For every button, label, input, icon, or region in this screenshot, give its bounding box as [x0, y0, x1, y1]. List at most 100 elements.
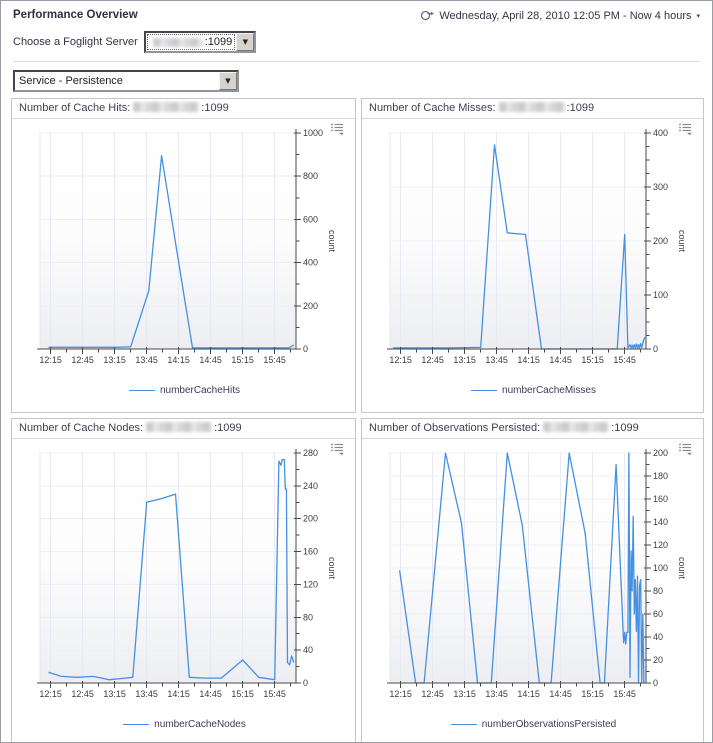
chart-menu-icon[interactable] — [330, 442, 345, 456]
legend-cache-misses: numberCacheMisses — [364, 385, 703, 396]
svg-text:14:45: 14:45 — [549, 355, 572, 365]
svg-text:12:15: 12:15 — [389, 689, 412, 699]
panel-title-text: Number of Cache Hits: — [19, 102, 131, 114]
svg-text:15:15: 15:15 — [581, 355, 604, 365]
legend-label: numberCacheNodes — [154, 719, 246, 730]
chart-menu-icon[interactable] — [678, 442, 693, 456]
svg-text:800: 800 — [303, 171, 318, 181]
svg-text:80: 80 — [653, 586, 663, 596]
dropdown-arrow-icon[interactable]: ▼ — [236, 33, 255, 51]
chart-area: 0 200 400 600 800 1000 12:15 12:45 13:15 13:45 14:… — [12, 119, 355, 396]
panel-cache-hits: Number of Cache Hits::1099 0 200 400 600 800… — [11, 98, 356, 413]
svg-text:200: 200 — [303, 301, 318, 311]
svg-text:15:15: 15:15 — [231, 689, 254, 699]
svg-text:400: 400 — [653, 128, 668, 138]
svg-text:120: 120 — [653, 540, 668, 550]
svg-text:count: count — [327, 557, 337, 580]
svg-text:14:15: 14:15 — [517, 355, 540, 365]
svg-text:300: 300 — [653, 182, 668, 192]
page-title: Performance Overview — [13, 9, 138, 21]
panel-title-text: Number of Cache Misses: — [369, 102, 496, 114]
panel-title-text: Number of Observations Persisted: — [369, 422, 541, 434]
legend-cache-hits: numberCacheHits — [14, 385, 355, 396]
svg-text:15:45: 15:45 — [613, 355, 636, 365]
svg-text:13:15: 13:15 — [453, 355, 476, 365]
svg-text:0: 0 — [303, 344, 308, 354]
svg-text:13:15: 13:15 — [103, 355, 126, 365]
svg-text:400: 400 — [303, 258, 318, 268]
svg-text:count: count — [677, 557, 687, 580]
time-range-text: Wednesday, April 28, 2010 12:05 PM - Now… — [439, 9, 692, 22]
svg-text:12:45: 12:45 — [71, 689, 94, 699]
svg-text:100: 100 — [653, 290, 668, 300]
svg-text:13:15: 13:15 — [103, 689, 126, 699]
service-selector-row: Service - Persistence ▼ — [13, 70, 700, 92]
time-range-control[interactable]: Wednesday, April 28, 2010 12:05 PM - Now… — [420, 9, 700, 22]
panel-cache-nodes: Number of Cache Nodes::1099 0 40 80 120 160 2… — [11, 418, 356, 742]
server-selector-row: Choose a Foglight Server :1099 ▼ — [13, 31, 700, 53]
svg-text:13:45: 13:45 — [485, 355, 508, 365]
dropdown-arrow-icon[interactable]: ▼ — [219, 72, 237, 90]
server-port: :1099 — [204, 36, 233, 48]
panel-title-text: Number of Cache Nodes: — [19, 422, 144, 434]
legend-label: numberCacheHits — [159, 385, 241, 396]
svg-text:12:45: 12:45 — [71, 355, 94, 365]
svg-text:200: 200 — [653, 236, 668, 246]
chart-canvas-cache-misses[interactable]: 0 100 200 300 400 12:15 12:45 13:15 13:45 14:15 14… — [364, 121, 700, 371]
svg-text:12:45: 12:45 — [421, 355, 444, 365]
server-port: :1099 — [566, 102, 595, 114]
svg-text:14:15: 14:15 — [167, 355, 190, 365]
server-name-redacted — [146, 422, 213, 432]
svg-text:160: 160 — [653, 494, 668, 504]
charts-grid: Number of Cache Hits::1099 0 200 400 600 800… — [11, 98, 704, 742]
service-combobox[interactable]: Service - Persistence ▼ — [13, 70, 239, 92]
server-combobox[interactable]: :1099 ▼ — [143, 31, 257, 53]
chart-canvas-cache-nodes[interactable]: 0 40 80 120 160 200 240 280 12:15 12:45 13:15 13:45… — [14, 441, 350, 705]
svg-text:40: 40 — [653, 632, 663, 642]
svg-text:13:15: 13:15 — [453, 689, 476, 699]
legend-label: numberObservationsPersisted — [481, 719, 617, 730]
legend-cache-nodes: numberCacheNodes — [14, 719, 355, 730]
chart-menu-icon[interactable] — [678, 122, 693, 136]
svg-text:0: 0 — [303, 678, 308, 688]
legend-observations-persisted: numberObservationsPersisted — [364, 719, 703, 730]
legend-line-swatch — [128, 390, 155, 391]
svg-text:140: 140 — [653, 517, 668, 527]
svg-text:count: count — [677, 230, 687, 253]
chart-canvas-cache-hits[interactable]: 0 200 400 600 800 1000 12:15 12:45 13:15 13:45 14:… — [14, 121, 350, 371]
svg-text:80: 80 — [303, 612, 313, 622]
legend-line-swatch — [450, 724, 477, 725]
svg-text:14:15: 14:15 — [167, 689, 190, 699]
svg-text:200: 200 — [303, 514, 318, 524]
panel-title-observations-persisted: Number of Observations Persisted: :1099 — [362, 419, 703, 439]
server-name-redacted — [498, 102, 565, 112]
svg-text:280: 280 — [303, 448, 318, 458]
server-port: :1099 — [201, 102, 229, 114]
svg-text:200: 200 — [653, 448, 668, 458]
panel-title-cache-hits: Number of Cache Hits: :1099 — [12, 99, 355, 119]
svg-text:100: 100 — [653, 563, 668, 573]
svg-text:14:15: 14:15 — [517, 689, 540, 699]
svg-text:40: 40 — [303, 645, 313, 655]
panel-cache-misses: Number of Cache Misses::1099 0 100 200 300 4… — [361, 98, 704, 413]
svg-text:20: 20 — [653, 655, 663, 665]
svg-text:14:45: 14:45 — [199, 355, 222, 365]
header: Performance Overview Wednesday, April 28… — [1, 1, 712, 22]
legend-label: numberCacheMisses — [502, 385, 596, 396]
svg-text:14:45: 14:45 — [199, 689, 222, 699]
chart-menu-icon[interactable] — [330, 122, 345, 136]
time-range-menu-icon[interactable]: ▾ — [696, 11, 700, 20]
server-port: :1099 — [611, 422, 639, 434]
legend-line-swatch — [123, 724, 150, 725]
svg-text:12:45: 12:45 — [421, 689, 444, 699]
svg-text:15:45: 15:45 — [263, 689, 286, 699]
legend-line-swatch — [471, 390, 498, 391]
svg-text:13:45: 13:45 — [135, 355, 158, 365]
svg-text:13:45: 13:45 — [135, 689, 158, 699]
chart-canvas-observations-persisted[interactable]: 0 20 40 60 80 100 120 140 160 180 200 12:15 12:45 13:… — [364, 441, 700, 705]
svg-text:120: 120 — [303, 579, 318, 589]
svg-text:180: 180 — [653, 471, 668, 481]
header-divider — [13, 61, 700, 62]
svg-text:12:15: 12:15 — [389, 355, 412, 365]
